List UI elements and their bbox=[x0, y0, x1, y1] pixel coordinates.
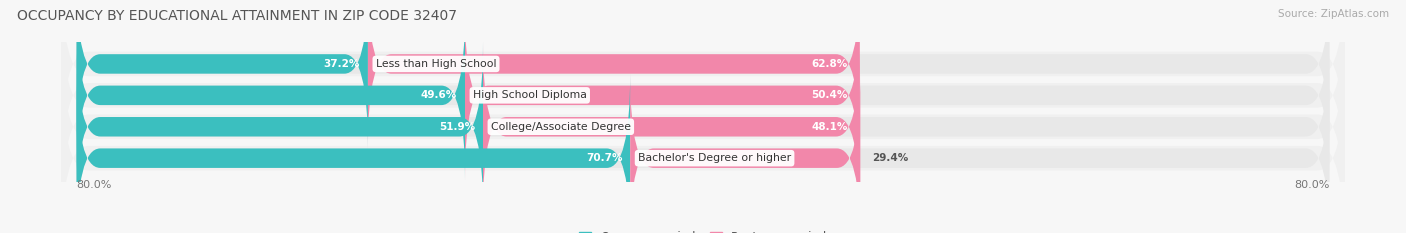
Text: High School Diploma: High School Diploma bbox=[472, 90, 586, 100]
FancyBboxPatch shape bbox=[77, 42, 1329, 211]
FancyBboxPatch shape bbox=[60, 0, 1346, 193]
Text: 49.6%: 49.6% bbox=[420, 90, 457, 100]
Text: 80.0%: 80.0% bbox=[1294, 180, 1329, 189]
Text: 37.2%: 37.2% bbox=[323, 59, 360, 69]
FancyBboxPatch shape bbox=[77, 74, 630, 233]
Text: 48.1%: 48.1% bbox=[811, 122, 848, 132]
FancyBboxPatch shape bbox=[77, 11, 465, 180]
FancyBboxPatch shape bbox=[368, 0, 859, 148]
FancyBboxPatch shape bbox=[77, 0, 368, 148]
Text: 51.9%: 51.9% bbox=[439, 122, 475, 132]
FancyBboxPatch shape bbox=[77, 42, 484, 211]
FancyBboxPatch shape bbox=[60, 0, 1346, 162]
Text: 80.0%: 80.0% bbox=[77, 180, 112, 189]
FancyBboxPatch shape bbox=[484, 42, 859, 211]
FancyBboxPatch shape bbox=[60, 61, 1346, 233]
FancyBboxPatch shape bbox=[465, 11, 859, 180]
FancyBboxPatch shape bbox=[77, 11, 1329, 180]
FancyBboxPatch shape bbox=[77, 0, 1329, 148]
FancyBboxPatch shape bbox=[630, 74, 860, 233]
Text: 62.8%: 62.8% bbox=[811, 59, 848, 69]
Text: College/Associate Degree: College/Associate Degree bbox=[491, 122, 631, 132]
Legend: Owner-occupied, Renter-occupied: Owner-occupied, Renter-occupied bbox=[574, 226, 832, 233]
FancyBboxPatch shape bbox=[60, 29, 1346, 224]
Text: 70.7%: 70.7% bbox=[586, 153, 623, 163]
Text: 50.4%: 50.4% bbox=[811, 90, 848, 100]
Text: Source: ZipAtlas.com: Source: ZipAtlas.com bbox=[1278, 9, 1389, 19]
Text: Bachelor's Degree or higher: Bachelor's Degree or higher bbox=[638, 153, 792, 163]
Text: 29.4%: 29.4% bbox=[872, 153, 908, 163]
Text: Less than High School: Less than High School bbox=[375, 59, 496, 69]
FancyBboxPatch shape bbox=[77, 74, 1329, 233]
Text: OCCUPANCY BY EDUCATIONAL ATTAINMENT IN ZIP CODE 32407: OCCUPANCY BY EDUCATIONAL ATTAINMENT IN Z… bbox=[17, 9, 457, 23]
